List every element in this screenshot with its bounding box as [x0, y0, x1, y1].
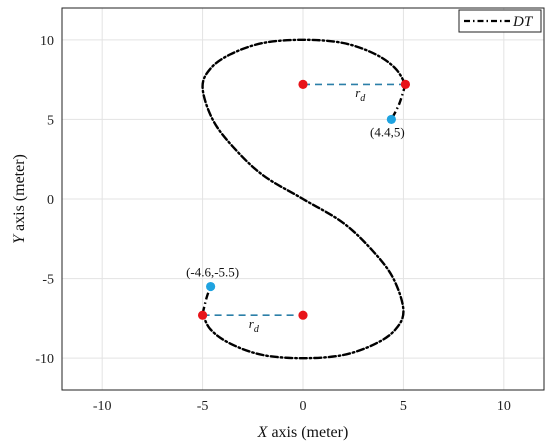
series-line	[201, 38, 407, 360]
red-point	[298, 310, 308, 320]
y-axis-var: Y	[11, 233, 28, 244]
x-axis-label: X axis (meter)	[257, 424, 349, 441]
y-axis-label: Y axis (meter)	[11, 154, 28, 244]
y-axis-rest: axis (meter)	[11, 154, 28, 235]
tick-labels: -10 -5 0 5 10 -10 -5 0 5 10	[35, 34, 511, 414]
y-tick-label: 0	[47, 193, 54, 208]
radius-label-sub: d	[360, 93, 366, 104]
y-tick-label: 5	[47, 113, 54, 128]
data-points	[197, 79, 411, 320]
radius-label: rd	[249, 316, 260, 335]
x-tick-label: 0	[300, 399, 307, 414]
x-tick-label: -10	[93, 399, 112, 414]
blue-point	[206, 281, 216, 292]
radius-label-main: r	[249, 316, 255, 331]
plot-frame	[61, 7, 545, 391]
legend: DT	[458, 9, 542, 33]
legend-label: DT	[512, 14, 534, 30]
radius-label-sub: d	[254, 324, 260, 335]
red-point	[197, 310, 208, 320]
y-tick-label: 10	[40, 34, 54, 49]
point-label: (-4.6,-5.5)	[186, 265, 239, 280]
red-point	[298, 79, 308, 89]
blue-point	[386, 114, 396, 125]
red-point	[400, 79, 411, 89]
point-label: (4.4,5)	[370, 124, 405, 139]
x-axis-rest: axis (meter)	[267, 424, 348, 441]
x-axis-var: X	[257, 424, 269, 441]
radius-label-main: r	[355, 85, 361, 100]
x-tick-label: -5	[197, 399, 209, 414]
x-tick-label: 5	[400, 399, 407, 414]
y-tick-label: -5	[42, 273, 54, 288]
y-tick-label: -10	[35, 352, 54, 367]
radius-label: rd	[355, 85, 366, 104]
x-tick-label: 10	[497, 399, 511, 414]
annotations: (4.4,5) (-4.6,-5.5)	[186, 124, 405, 279]
